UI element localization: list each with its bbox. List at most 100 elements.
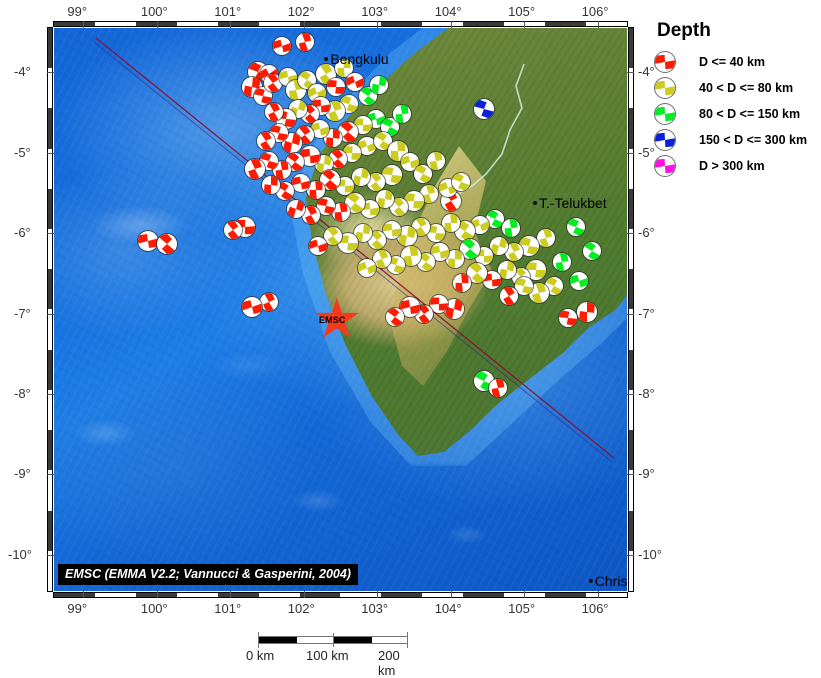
latitude-label-left: -5° [14,144,31,160]
city-label: Christi [594,573,627,590]
latitude-tick-left [47,474,54,476]
legend-row-2: 80 < D <= 150 km [655,102,821,126]
latitude-tick-left [47,72,54,74]
latitude-tick-right [627,313,634,315]
latitude-label-left: -7° [14,305,31,321]
latitude-label-right: -5° [638,144,655,160]
longitude-label-bottom: 103° [361,601,389,616]
frame-segment [48,269,52,310]
frame-segment [48,510,52,551]
frame-segment [48,108,52,149]
legend-row-3: 150 < D <= 300 km [655,128,821,152]
longitude-tick-top [156,21,158,28]
longitude-label-bottom: 102° [287,601,315,616]
frame-segment [54,593,95,597]
frame-segment [629,269,633,310]
epicenter-label: EMSC [318,314,346,325]
longitude-tick-top [303,21,305,28]
frame-segment [629,510,633,551]
longitude-tick-top [377,21,379,28]
city-label: T.-Telukbet [538,194,607,211]
scale-tick-end [407,632,408,648]
frame-segment [217,22,259,26]
latitude-tick-right [627,554,634,556]
legend-label-4: D > 300 km [699,159,765,173]
scale-label-100: 100 km [306,648,349,663]
legend-title: Depth [657,20,711,41]
latitude-label-right: -4° [638,64,655,80]
latitude-label-right: -10° [638,546,662,562]
longitude-label-top: 104° [434,4,462,19]
longitude-label-bottom: 106° [581,601,609,616]
frame-segment [135,22,177,26]
frame-segment [629,430,633,471]
river-line [457,63,525,195]
scale-tick-mid [333,633,334,647]
longitude-tick-bottom [230,591,232,598]
longitude-label-top: 101° [214,4,242,19]
longitude-tick-bottom [597,591,599,598]
latitude-label-left: -4° [14,64,31,80]
attribution-ribbon: EMSC (EMMA V2.2; Vannucci & Gasperini, 2… [58,564,358,585]
longitude-label-top: 103° [361,4,389,19]
longitude-label-bottom: 99° [67,601,88,616]
frame-segment [217,593,259,597]
longitude-tick-top [230,21,232,28]
frame-segment [381,593,423,597]
scale-bar: 0 km 100 km 200 km [246,632,408,678]
longitude-tick-bottom [377,591,379,598]
latitude-tick-right [627,393,634,395]
frame-segment [299,593,341,597]
frame-segment [463,593,505,597]
frame-segment [48,430,52,471]
legend-label-3: 150 < D <= 300 km [699,133,808,147]
frame-segment [135,593,177,597]
frame-segment [629,188,633,230]
latitude-label-left: -9° [14,466,31,482]
frame-segment [54,22,95,26]
city-dot-icon [324,56,329,61]
map-canvas[interactable]: EMSC Bengkulu T.-Telukbet Christi EMSC (EM… [54,28,627,591]
longitude-tick-bottom [303,591,305,598]
latitude-tick-right [627,72,634,74]
frame-segment [48,28,52,69]
longitude-label-top: 100° [140,4,168,19]
longitude-tick-bottom [156,591,158,598]
latitude-tick-left [47,233,54,235]
longitude-tick-top [83,21,85,28]
scale-label-0: 0 km [246,648,275,663]
latitude-label-right: -6° [638,225,655,241]
latitude-tick-right [627,233,634,235]
latitude-tick-left [47,393,54,395]
frame-segment [629,108,633,149]
map-frame-left [47,27,53,592]
latitude-label-right: -8° [638,385,655,401]
latitude-tick-left [47,152,54,154]
beachball-icon [655,78,675,98]
legend-label-1: 40 < D <= 80 km [699,81,794,95]
epicenter-marker[interactable]: EMSC [314,297,360,342]
frame-segment [545,22,587,26]
longitude-label-bottom: 104° [434,601,462,616]
latitude-tick-left [47,313,54,315]
scale-label-200: 200 km [378,648,400,678]
beachball-icon [655,130,675,150]
legend-row-4: D > 300 km [655,154,821,178]
frame-segment [629,349,633,390]
longitude-label-bottom: 101° [214,601,242,616]
city-label: Bengkulu [330,50,389,67]
longitude-label-top: 102° [287,4,315,19]
longitude-tick-bottom [524,591,526,598]
trench-line-shadow [93,41,613,463]
latitude-tick-right [627,152,634,154]
longitude-tick-top [597,21,599,28]
longitude-tick-top [524,21,526,28]
longitude-tick-top [450,21,452,28]
latitude-label-left: -8° [14,385,31,401]
legend-rows: D <= 40 km 40 < D <= 80 km 80 < D <= 150 k… [655,50,821,178]
map-frame-top [53,21,628,27]
frame-segment [381,22,423,26]
longitude-label-top: 99° [67,4,88,19]
longitude-tick-bottom [450,591,452,598]
scale-tick-start [258,632,259,648]
